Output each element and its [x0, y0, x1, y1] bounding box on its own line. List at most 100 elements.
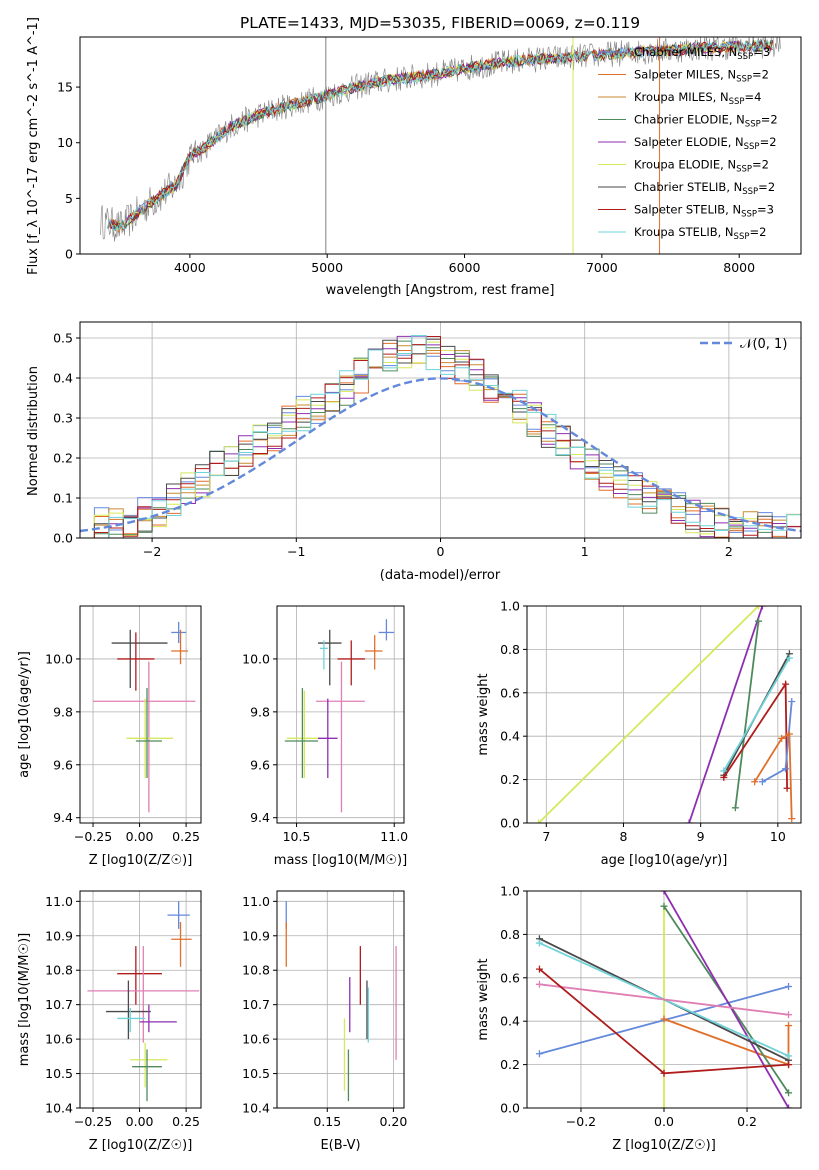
x-tick-label: 0.00: [126, 1114, 154, 1129]
weight-series-line: [663, 891, 790, 1108]
y-tick-label: 11.0: [242, 894, 270, 909]
legend-model-name: Kroupa STELIB: [634, 225, 718, 239]
legend-model-name: Chabrier MILES: [634, 45, 721, 59]
spectrum-plot: [100, 37, 781, 254]
y-tick-label: 0.4: [53, 371, 73, 386]
x-tick-label: 0: [437, 544, 445, 559]
y-tick-label: 10.4: [242, 1101, 270, 1116]
x-tick-label: 0.15: [313, 1114, 341, 1129]
normal-curve: [80, 377, 801, 533]
y-tick-label: 10.5: [45, 1066, 73, 1081]
x-axis-label: Z [log10(Z/Z☉)]: [612, 1138, 716, 1153]
y-tick-label: 0.2: [500, 772, 520, 787]
x-tick-label: 8000: [723, 260, 755, 275]
legend-entry: Salpeter ELODIE, NSSP=2: [634, 135, 777, 152]
legend-nssp: 3: [763, 45, 770, 59]
legend-entry: Kroupa STELIB, NSSP=2: [634, 225, 766, 242]
y-tick-label: 10.8: [242, 963, 270, 978]
x-tick-label: 10: [770, 829, 786, 844]
legend-entry: Salpeter STELIB, NSSP=3: [634, 203, 774, 220]
legend-entry: Chabrier STELIB, NSSP=2: [634, 180, 775, 197]
x-tick-label: 0.00: [126, 829, 154, 844]
legend-entry: Chabrier MILES, NSSP=3: [634, 45, 770, 62]
weight-series-line: [723, 657, 791, 772]
mass_vs_Z-plot: [87, 901, 200, 1102]
weight-series-line: [537, 606, 760, 823]
legend-nssp: 2: [762, 68, 769, 82]
weight-point-marker: [535, 1050, 543, 1058]
legend-model-name: Kroupa MILES: [634, 90, 713, 104]
x-tick-label: 1: [581, 544, 589, 559]
y-tick-label: 0.4: [500, 729, 520, 744]
weight-point-marker: [535, 980, 543, 988]
residuals-axes: −2 −1 0 1 2 0.0 0.1 0.2 0.3 0.4 0.5 (data-model)/er…: [26, 321, 802, 583]
legend-nssp: 2: [768, 180, 775, 194]
y-tick-label: 0.5: [53, 331, 73, 346]
y-tick-label: 0.3: [53, 411, 73, 426]
x-tick-label: 7000: [586, 260, 618, 275]
legend-nssp: 2: [769, 135, 776, 149]
y-tick-label: 9.6: [250, 757, 270, 772]
weight-point-marker: [685, 819, 693, 823]
x-tick-label: 7: [542, 829, 550, 844]
y-tick-label: 0.4: [500, 1014, 520, 1029]
weight-series-line: [734, 621, 760, 808]
y-tick-label: 10.4: [45, 1101, 73, 1116]
y-tick-label: 10.0: [242, 651, 270, 666]
weight-point-marker: [785, 1104, 793, 1108]
y-axis-label: Flux [f_λ 10^-17 erg cm^-2 s^-1 A^-1]: [26, 17, 41, 275]
legend-nssp: 4: [754, 90, 761, 104]
weight-point-marker: [782, 765, 790, 773]
x-axis-label: Z [log10(Z/Z☉)]: [89, 853, 193, 868]
y-axis-label: mass [log10(M/M☉)]: [17, 933, 32, 1066]
legend-model-name: Salpeter STELIB: [634, 203, 725, 217]
x-tick-label: 0.25: [172, 1114, 200, 1129]
y-tick-label: 1.0: [500, 884, 520, 899]
weight-point-marker: [731, 804, 739, 812]
residuals-plot: [80, 335, 801, 538]
mass_vs_EBV-axes: 0.15 0.20 10.4 10.5 10.6 10.7 10.8 10.9 11.0 E(B-…: [242, 890, 407, 1153]
x-tick-label: −0.25: [74, 1114, 112, 1129]
x-tick-label: −1: [287, 544, 305, 559]
weight-point-marker: [755, 606, 763, 610]
weight-point-marker: [755, 617, 763, 625]
weight-series-line: [753, 732, 793, 819]
y-tick-label: 0.0: [53, 531, 73, 546]
age_vs_Z-plot: [93, 621, 196, 813]
legend-nssp: 2: [762, 158, 769, 172]
x-tick-label: 8: [620, 829, 628, 844]
x-tick-label: 9: [697, 829, 705, 844]
legend-entry: Kroupa MILES, NSSP=4: [634, 90, 761, 107]
y-axis-label: Normed distribution: [26, 366, 41, 496]
y-tick-label: 0.6: [500, 685, 520, 700]
y-tick-label: 10.7: [45, 997, 73, 1012]
x-tick-label: 5000: [311, 260, 343, 275]
legend-entry: 𝒩(0, 1): [740, 337, 787, 352]
y-tick-label: 10.6: [242, 1032, 270, 1047]
weight-series-line: [688, 606, 764, 823]
weight_vs_Z-plot: [535, 891, 793, 1108]
x-axis-label: wavelength [Angstrom, rest frame]: [326, 283, 555, 298]
y-tick-label: 0: [65, 247, 73, 262]
x-axis-label: (data-model)/error: [380, 568, 501, 583]
weight-point-marker: [535, 939, 543, 947]
x-axis-label: mass [log10(M/M☉)]: [274, 853, 407, 868]
legend-model-name: Kroupa ELODIE: [634, 158, 720, 172]
y-tick-label: 0.2: [500, 1057, 520, 1072]
weight-point-marker: [788, 815, 796, 823]
y-tick-label: 0.0: [500, 1101, 520, 1116]
x-tick-label: 0.20: [379, 1114, 407, 1129]
y-tick-label: 9.8: [53, 704, 73, 719]
weight-point-marker: [782, 680, 790, 688]
weight_vs_age-plot: [535, 606, 796, 823]
residual-histogram: [80, 336, 801, 538]
weight-point-marker: [783, 784, 791, 792]
axes-frame: [79, 36, 802, 255]
axes-frame: [79, 605, 202, 824]
weight-point-marker: [778, 734, 786, 742]
y-tick-label: 0.8: [500, 927, 520, 942]
y-tick-label: 0.0: [500, 816, 520, 831]
y-axis-label: age [log10(age/yr)]: [17, 651, 32, 778]
y-tick-label: 0.8: [500, 642, 520, 657]
